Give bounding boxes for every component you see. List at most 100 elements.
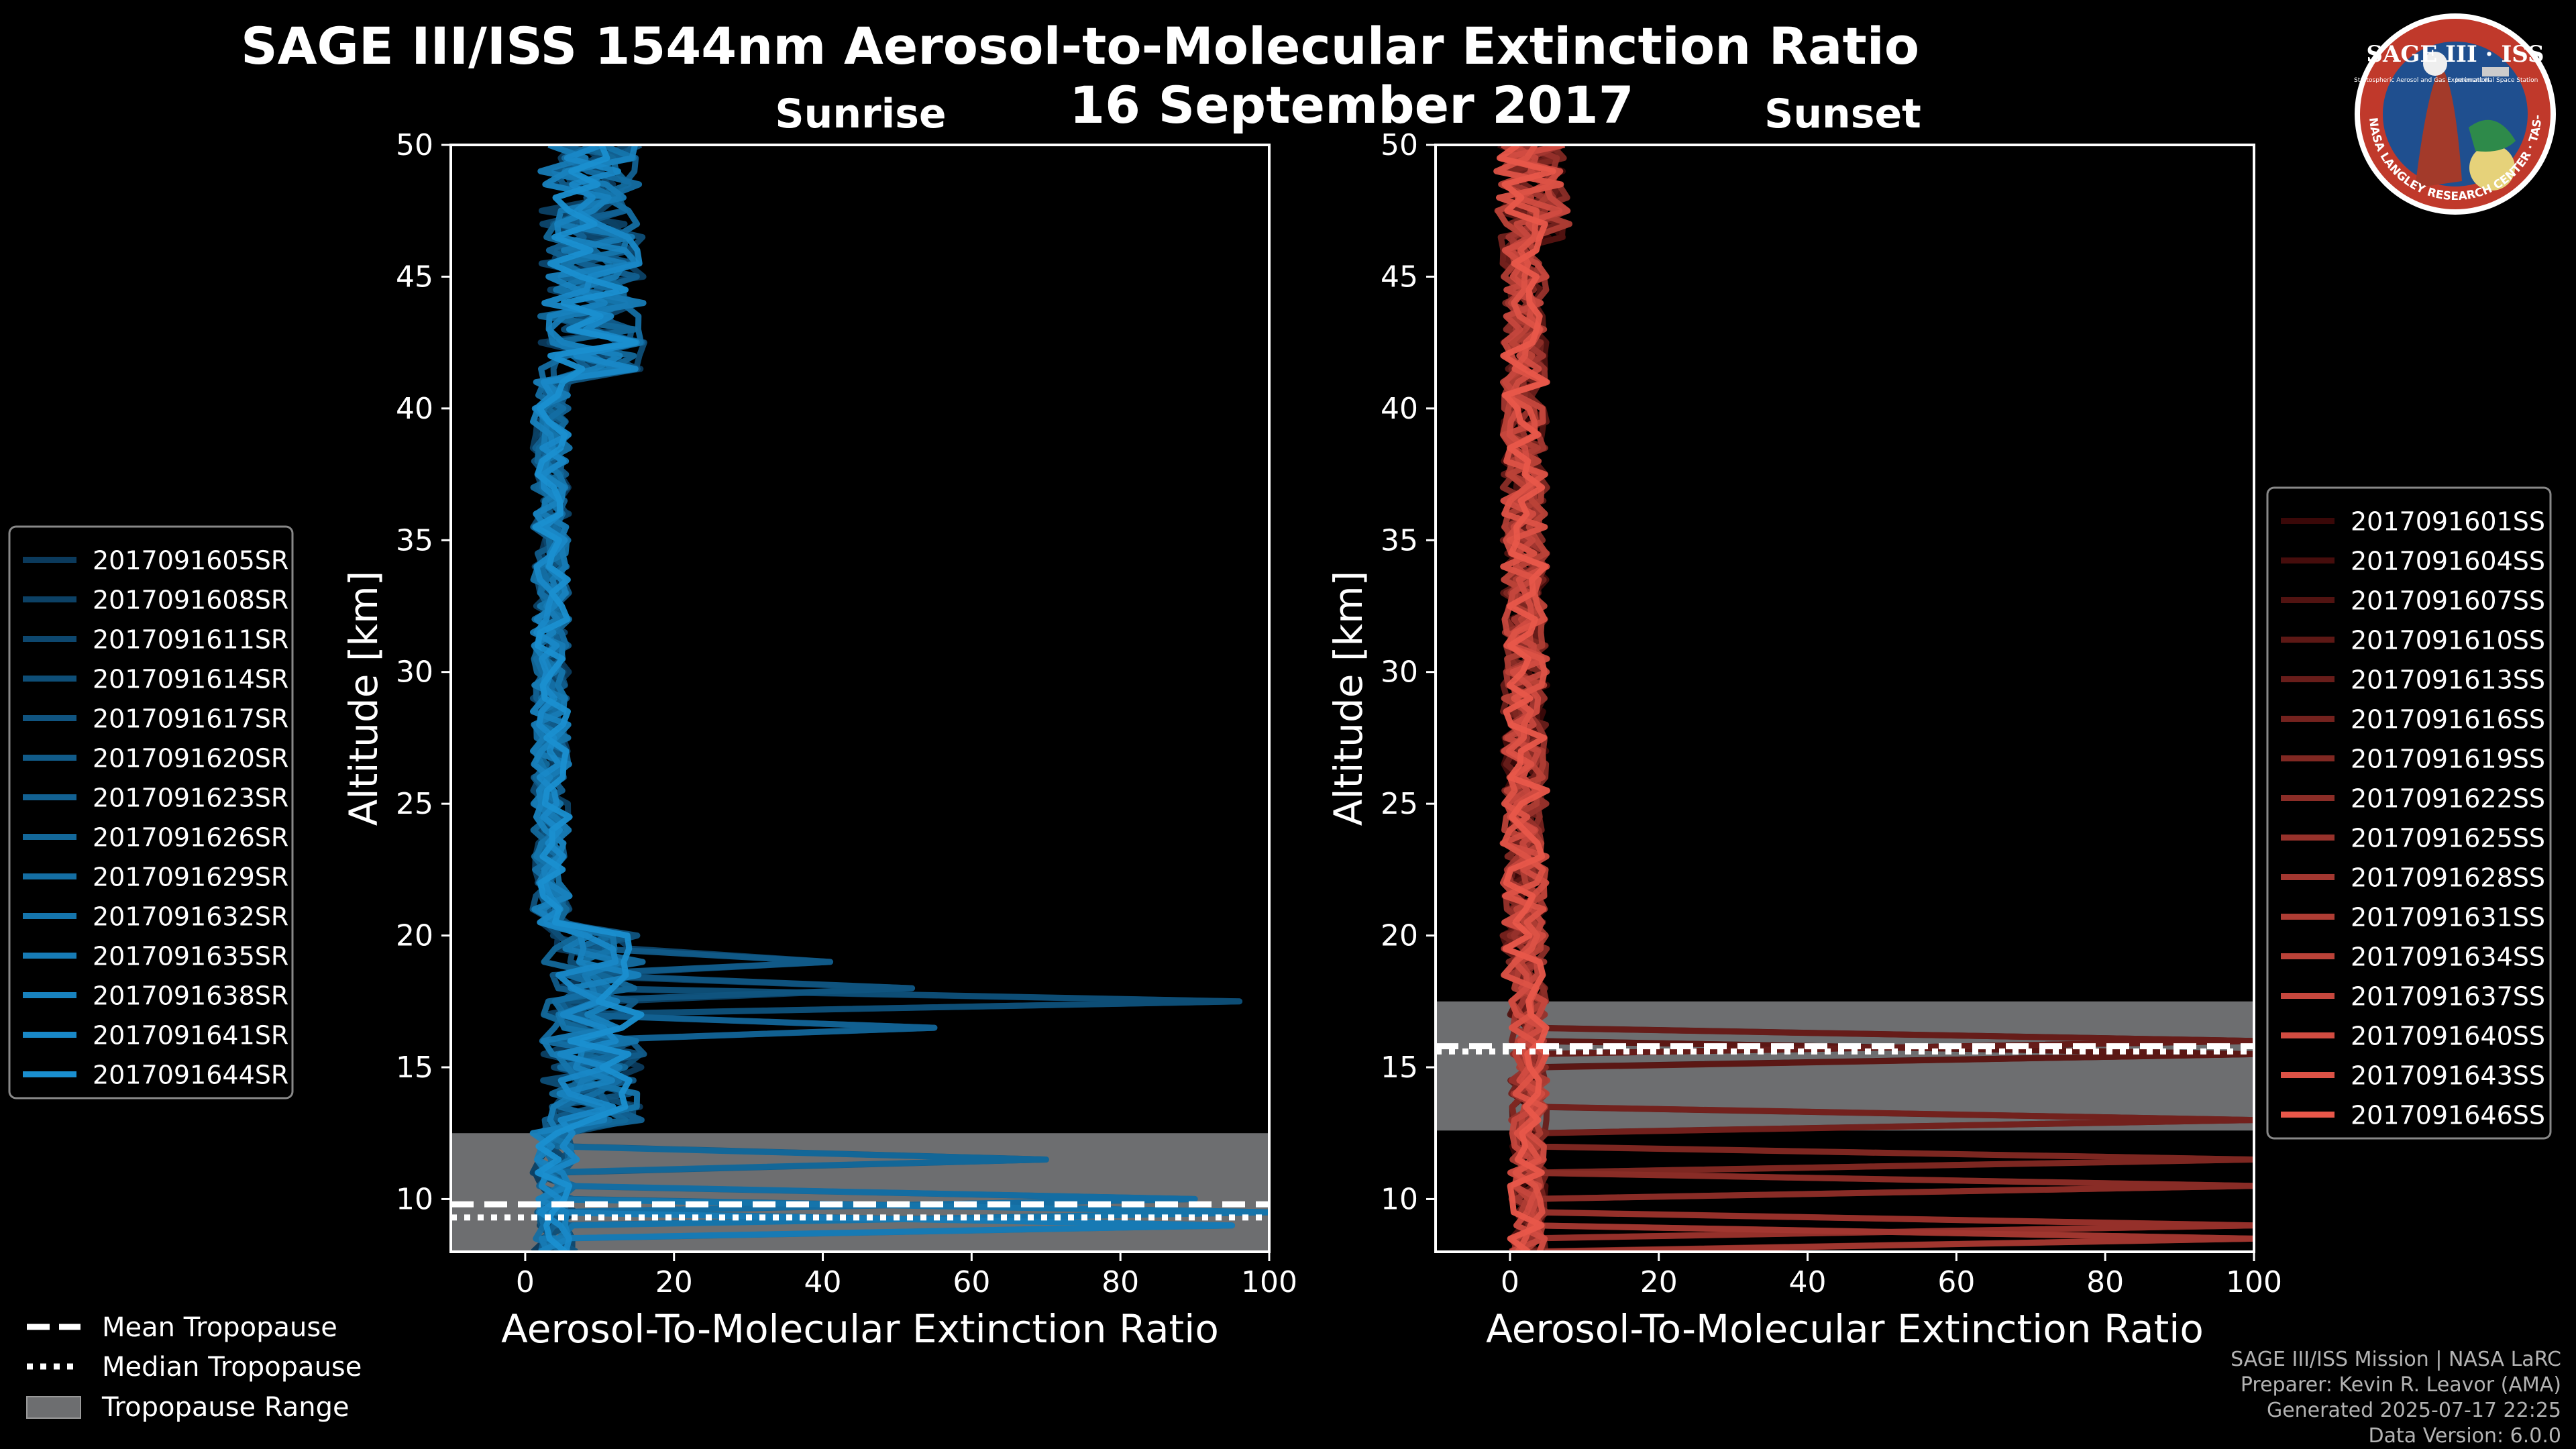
logo-sub-right: International Space Station [2456,77,2538,84]
legend-label: 2017091634SS [2351,943,2545,972]
y-tick-label: 15 [396,1051,433,1085]
y-tick-label: 30 [396,655,433,690]
y-tick-label: 15 [1381,1051,1418,1085]
x-tick-label: 40 [804,1265,842,1299]
series-line-2017091614SR [530,145,1243,1252]
date-title: 16 September 2017 [1069,75,1633,135]
series-line-2017091626SR [530,145,1235,1252]
x-tick-label: 20 [1640,1265,1678,1299]
y-tick-label: 20 [396,919,433,953]
sunrise-panel-title: Sunrise [775,91,946,138]
legend-label: 2017091619SS [2351,745,2545,774]
x-tick-label: 60 [953,1265,990,1299]
plot-frame [449,144,1271,1253]
legend-label: 2017091613SS [2351,665,2545,695]
legend-label: 2017091638SR [93,981,288,1011]
y-axis-label: Altitude [km] [341,571,386,826]
legend-label: 2017091625SS [2351,824,2545,853]
x-tick-label: 20 [655,1265,693,1299]
y-tick-label: 50 [396,128,433,162]
sunset-panel: 0 20 40 60 80 100 10 15 20 25 30 35 40 45 50 Aerosol-To… [1326,128,2282,1352]
legend-label: 2017091620SR [93,744,288,773]
x-tick-label: 40 [1789,1265,1827,1299]
legend-label: 2017091641SR [93,1021,288,1051]
legend-label: 2017091623SR [93,784,288,813]
y-tick-label: 10 [396,1182,433,1216]
y-tick-label: 25 [396,787,433,821]
legend-label: 2017091605SR [93,546,288,576]
legend-label: 2017091617SR [93,704,288,734]
logo-name: SAGE III · ISS [2366,41,2544,68]
legend-range-label: Tropopause Range [101,1392,350,1423]
legend-label: 2017091631SS [2351,903,2545,932]
x-tick-label: 100 [2226,1265,2282,1299]
y-tick-label: 10 [1381,1182,1418,1216]
legend-label: 2017091608SR [93,586,288,615]
y-axis-label: Altitude [km] [1326,571,1371,826]
x-axis-label: Aerosol-To-Molecular Extinction Ratio [501,1306,1219,1352]
legend-label: 2017091635SR [93,942,288,971]
logo-earth-land [2469,119,2516,152]
legend-label: 2017091622SS [2351,784,2545,814]
x-tick-label: 100 [1241,1265,1297,1299]
legend-label: 2017091626SR [93,823,288,853]
plot-frame [1434,144,2255,1253]
logo-figure-robe [2415,67,2462,188]
x-tick-label: 0 [516,1265,535,1299]
series-line-2017091629SR [531,145,1198,1252]
series-line-2017091623SR [530,145,1269,1252]
series-line-2017091646SS [1496,145,1556,1252]
x-tick-label: 0 [1501,1265,1519,1299]
legend-label: 2017091646SS [2351,1101,2545,1130]
x-tick-label: 60 [1937,1265,1975,1299]
legend-mean-label: Mean Tropopause [102,1312,337,1343]
y-tick-label: 35 [396,523,433,557]
logo-sun [2469,145,2515,191]
legend-label: 2017091628SS [2351,863,2545,893]
plot-area [1436,145,2254,1252]
sunrise-legend: 2017091605SR 2017091608SR 2017091611SR 2017… [8,525,294,1099]
legend-label: 2017091610SS [2351,626,2545,655]
logo-figure-head [2423,52,2447,76]
legend-label: 2017091604SS [2351,547,2545,576]
y-tick-label: 30 [1381,655,1418,690]
series-line-2017091605SR [531,145,1243,1252]
legend-range-swatch [26,1396,81,1419]
legend-label: 2017091644SR [93,1061,288,1090]
y-tick-label: 40 [1381,392,1418,426]
legend-box [2266,486,2552,1140]
legend-label: 2017091611SR [93,625,288,655]
y-tick-label: 40 [396,392,433,426]
logo-sub-left: Stratospheric Aerosol and Gas Experiment… [2354,77,2489,84]
y-tick-label: 45 [396,260,433,294]
legend-label: 2017091640SS [2351,1022,2545,1051]
footer-generated: Generated 2025-07-17 22:25 [2267,1399,2561,1422]
legend-label: 2017091616SS [2351,705,2545,735]
main-title: SAGE III/ISS 1544nm Aerosol-to-Molecular… [241,16,1919,76]
sunrise-panel: 0 20 40 60 80 100 10 15 20 25 30 35 40 45 50 Aerosol-To… [341,128,1297,1352]
series-line-2017091634SS [1495,145,1550,1252]
legend-label: 2017091614SR [93,665,288,694]
y-tick-label: 20 [1381,919,1418,953]
series-line-2017091644SR [532,145,645,1252]
legend-box [8,525,294,1099]
legend-label: 2017091607SS [2351,586,2545,616]
logo-station [2482,67,2509,76]
tropopause-legend: Mean Tropopause Median Tropopause Tropopau… [26,1312,362,1423]
y-tick-label: 25 [1381,787,1418,821]
legend-median-label: Median Tropopause [102,1352,362,1383]
legend-label: 2017091629SR [93,863,288,892]
x-axis-label: Aerosol-To-Molecular Extinction Ratio [1486,1306,2204,1352]
plot-area [451,145,1269,1252]
legend-label: 2017091632SR [93,902,288,932]
legend-label: 2017091637SS [2351,982,2545,1012]
y-tick-label: 45 [1381,260,1418,294]
sunset-legend: 2017091601SS 2017091604SS 2017091607SS 2017… [2266,486,2552,1140]
x-tick-label: 80 [1102,1265,1139,1299]
x-tick-label: 80 [2086,1265,2124,1299]
footer-version: Data Version: 6.0.0 [2369,1424,2561,1448]
y-tick-label: 35 [1381,523,1418,557]
y-tick-label: 50 [1381,128,1418,162]
footer-mission: SAGE III/ISS Mission | NASA LaRC [2231,1348,2561,1371]
